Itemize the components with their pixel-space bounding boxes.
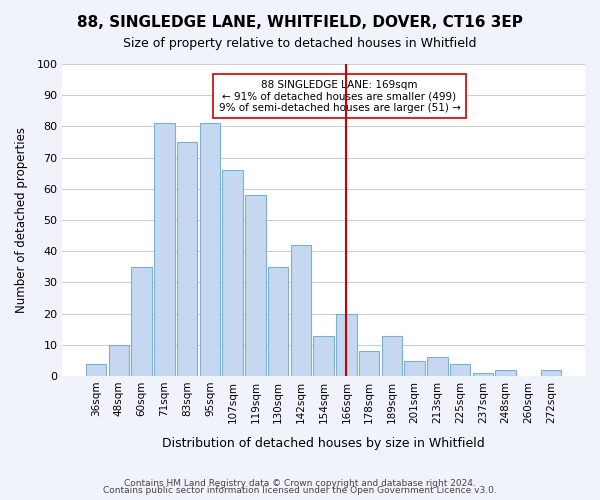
Bar <box>382 336 402 376</box>
Bar <box>473 373 493 376</box>
Bar <box>359 351 379 376</box>
Bar <box>109 345 129 376</box>
Bar <box>200 124 220 376</box>
Text: 88 SINGLEDGE LANE: 169sqm
← 91% of detached houses are smaller (499)
9% of semi-: 88 SINGLEDGE LANE: 169sqm ← 91% of detac… <box>218 80 460 113</box>
Bar <box>268 267 289 376</box>
Text: 88, SINGLEDGE LANE, WHITFIELD, DOVER, CT16 3EP: 88, SINGLEDGE LANE, WHITFIELD, DOVER, CT… <box>77 15 523 30</box>
Bar <box>313 336 334 376</box>
Y-axis label: Number of detached properties: Number of detached properties <box>15 127 28 313</box>
Bar <box>495 370 516 376</box>
Text: Contains public sector information licensed under the Open Government Licence v3: Contains public sector information licen… <box>103 486 497 495</box>
Bar <box>541 370 561 376</box>
Bar <box>86 364 106 376</box>
Bar <box>290 245 311 376</box>
Text: Size of property relative to detached houses in Whitfield: Size of property relative to detached ho… <box>123 38 477 51</box>
Text: Contains HM Land Registry data © Crown copyright and database right 2024.: Contains HM Land Registry data © Crown c… <box>124 478 476 488</box>
Bar <box>336 314 356 376</box>
Bar <box>223 170 243 376</box>
Bar <box>427 358 448 376</box>
Bar <box>154 124 175 376</box>
Bar <box>450 364 470 376</box>
Bar <box>245 195 266 376</box>
Bar <box>131 267 152 376</box>
Bar <box>404 360 425 376</box>
X-axis label: Distribution of detached houses by size in Whitfield: Distribution of detached houses by size … <box>162 437 485 450</box>
Bar <box>177 142 197 376</box>
